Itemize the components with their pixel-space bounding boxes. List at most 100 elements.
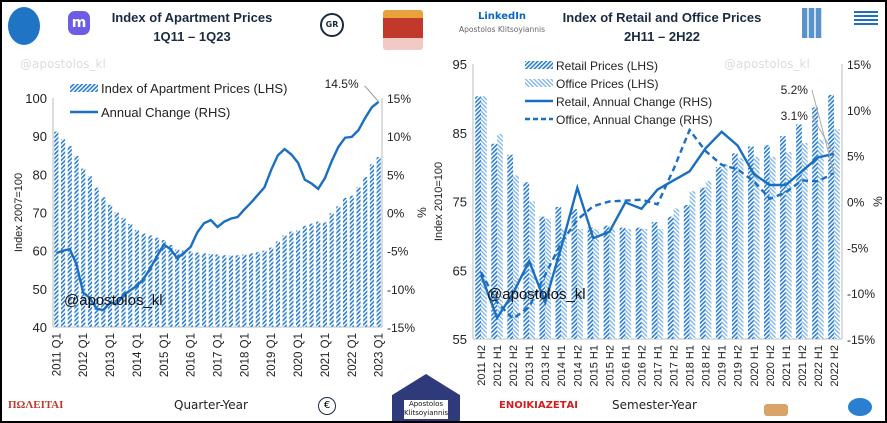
bar <box>571 209 578 339</box>
legend-label: Office Prices (LHS) <box>556 77 658 91</box>
bar <box>74 156 79 327</box>
y2-tick-label: 0% <box>847 196 865 210</box>
bar <box>208 254 213 327</box>
y-tick-label: 55 <box>453 332 467 347</box>
bar <box>67 146 72 327</box>
legend-label: Annual Change (RHS) <box>101 105 230 120</box>
watermark-overlay: @apostolos_kl <box>487 286 586 303</box>
legend-label: Index of Apartment Prices (LHS) <box>101 81 287 96</box>
bar <box>282 235 287 327</box>
bar <box>60 139 66 327</box>
y-tick-label: 40 <box>33 320 47 335</box>
watermark: @apostolos_kl <box>20 57 106 71</box>
bar <box>81 168 86 327</box>
linkedin-label[interactable]: LinkedIn <box>477 11 527 22</box>
bar <box>121 217 126 327</box>
bar <box>673 208 680 339</box>
bar <box>683 204 690 339</box>
bar <box>721 163 728 339</box>
legend-swatch <box>70 84 98 92</box>
x-tick-label: 2022 Q1 <box>347 333 359 377</box>
annotation-label: 5.2% <box>781 83 809 97</box>
mastodon-icon[interactable]: m <box>68 11 90 35</box>
y2-tick-label: 10% <box>847 104 871 118</box>
y2-tick-label: 10% <box>387 130 411 144</box>
x-tick-label: 2015 Q1 <box>159 333 171 377</box>
house-badge-name: Apostolos Klitsoyiannis <box>404 400 448 419</box>
annotation-leader <box>811 89 835 174</box>
right-chart-subtitle: 2H11 – 2H22 <box>624 29 700 44</box>
bar <box>545 218 551 339</box>
y2-axis-title: % <box>415 207 429 218</box>
bar <box>134 230 140 327</box>
bar <box>87 176 93 327</box>
x-tick-label: 2021 Q1 <box>320 333 332 377</box>
bar <box>101 197 106 327</box>
x-tick-label: 2011 H2 <box>476 345 488 386</box>
bar <box>222 255 227 327</box>
bar <box>764 145 770 339</box>
left-chart-title: Index of Apartment Prices <box>111 10 273 25</box>
y-tick-label: 50 <box>33 282 47 297</box>
y2-tick-label: 5% <box>847 150 865 164</box>
bar <box>228 255 234 327</box>
bar <box>295 230 301 327</box>
y2-tick-label: 0% <box>387 207 405 221</box>
bar <box>737 158 744 339</box>
bar <box>753 156 760 339</box>
x-tick-label: 2018 Q1 <box>239 333 251 377</box>
x-tick-label: 2016 H1 <box>620 345 632 387</box>
bar <box>342 197 348 327</box>
x-tick-label: 2011 Q1 <box>51 333 63 376</box>
y-axis-title: Index 2007=100 <box>13 173 25 252</box>
bar <box>667 216 674 339</box>
x-tick-label: 2014 H2 <box>572 345 584 387</box>
bar <box>349 195 354 327</box>
bar <box>780 136 786 339</box>
bar <box>625 229 632 339</box>
y2-tick-label: 5% <box>387 168 405 182</box>
y-axis-title: Index 2010=100 <box>433 162 445 241</box>
legend-swatch <box>525 79 553 87</box>
for-rent-sign-logo: ΕΝΟΙΚΙΑΖΕΤΑΙ <box>499 400 578 411</box>
x-tick-label: 2022 H2 <box>829 345 841 387</box>
bar <box>801 143 808 339</box>
bar <box>201 253 207 327</box>
x-tick-label: 2015 H2 <box>604 345 616 387</box>
bar <box>322 222 328 327</box>
gr-badge: GR <box>320 13 344 37</box>
left-x-axis-title: Quarter-Year <box>174 398 248 412</box>
x-tick-label: 2016 Q1 <box>186 333 198 377</box>
bar <box>785 152 792 339</box>
bar <box>833 129 840 339</box>
bar <box>262 250 267 327</box>
annotation-leader <box>364 85 380 103</box>
y2-tick-label: -15% <box>847 333 875 347</box>
y-tick-label: 65 <box>453 263 467 278</box>
greek-flag-icon <box>854 11 878 27</box>
bar <box>705 180 712 339</box>
bar <box>609 229 616 339</box>
bar <box>587 227 594 339</box>
bar <box>242 254 247 327</box>
legend-label: Office, Annual Change (RHS) <box>556 113 713 127</box>
bar <box>812 107 818 339</box>
bar <box>235 255 240 327</box>
x-tick-label: 2018 H1 <box>685 345 697 387</box>
bar <box>356 187 361 327</box>
bar <box>289 231 294 327</box>
watermark-overlay: @apostolos_kl <box>64 292 163 309</box>
bar <box>657 229 664 339</box>
bar <box>181 250 187 327</box>
annotation-label: 3.1% <box>781 109 809 123</box>
x-tick-label: 2017 H2 <box>669 345 681 387</box>
bar <box>497 134 503 339</box>
bar <box>329 213 334 327</box>
right-chart-title: Index of Retail and Office Prices <box>562 10 762 25</box>
y-tick-label: 75 <box>453 195 467 210</box>
bar <box>309 223 314 327</box>
bar <box>269 247 274 327</box>
bar <box>577 229 584 339</box>
annotation-label: 14.5% <box>325 77 359 91</box>
x-tick-label: 2014 Q1 <box>132 333 144 377</box>
